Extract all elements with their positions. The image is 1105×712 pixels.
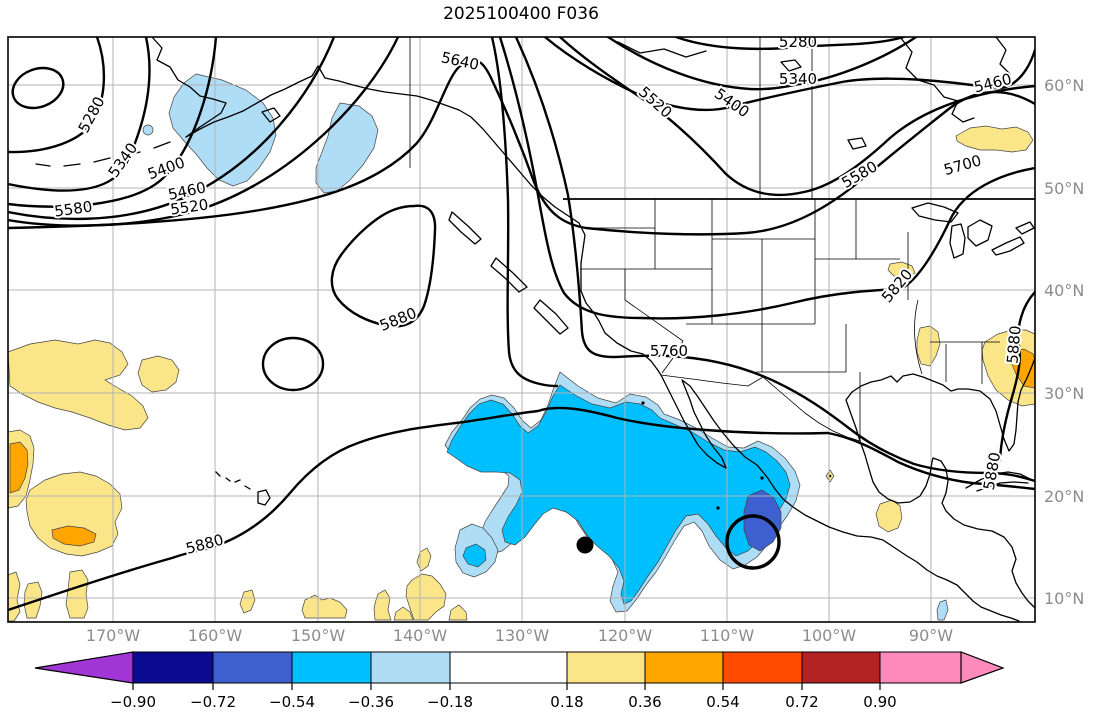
contour-label: 5700 <box>942 151 984 179</box>
positive-patch-southeast-core <box>1010 348 1035 389</box>
negative-anomaly-mid <box>446 384 791 605</box>
map-specks <box>641 401 764 510</box>
positive-patch-sw-core <box>51 525 97 547</box>
positive-patch-hudson <box>955 125 1034 153</box>
colorbar-segment <box>449 651 568 684</box>
colorbar-tick-label: −0.54 <box>269 693 315 711</box>
contour-label: 5880 <box>377 304 419 335</box>
colorbar-left-arrow <box>34 651 134 684</box>
colorbar-tick-label: 0.18 <box>550 693 583 711</box>
lon-tick-label: 110°W <box>700 626 755 645</box>
colorbar-right-arrow <box>960 651 1005 684</box>
lon-tick-label: 150°W <box>291 626 346 645</box>
lat-tick-label: 20°N <box>1044 487 1084 506</box>
colorbar-ticks <box>132 683 881 690</box>
lon-tick-label: 170°W <box>86 626 141 645</box>
lon-tick-label: 90°W <box>909 626 953 645</box>
alaska-negative-patch-2 <box>315 102 379 194</box>
positive-patch-south-mexico <box>875 499 903 533</box>
contour-label: 5760 <box>650 342 688 360</box>
lat-tick-label: 60°N <box>1044 76 1084 95</box>
lon-tick-label: 130°W <box>495 626 550 645</box>
lat-tick-label: 10°N <box>1044 589 1084 608</box>
map-area: 5280 5340 5400 5460 5520 5580 5640 5520 … <box>8 33 1035 622</box>
lat-tick-label: 30°N <box>1044 384 1084 403</box>
colorbar-segment <box>132 651 214 684</box>
contour-label: 5580 <box>53 197 93 220</box>
contour-label: 5880 <box>1003 325 1024 365</box>
positive-patch-missouri <box>916 325 941 367</box>
colorbar-tick-labels: −0.90 −0.72 −0.54 −0.36 −0.18 0.18 0.36 … <box>110 693 897 711</box>
longitude-axis: 170°W 160°W 150°W 140°W 130°W 120°W 110°… <box>86 626 953 645</box>
colorbar-segment <box>370 651 451 684</box>
positive-bits-bottom-center <box>301 547 468 621</box>
contour-label: 5340 <box>105 139 142 181</box>
contour-label: 5520 <box>169 195 209 218</box>
positive-bits-bottom-left <box>8 569 256 622</box>
open-circle-marker <box>725 514 781 570</box>
contour-label: 5400 <box>145 153 187 183</box>
colorbar-tick-label: −0.72 <box>190 693 236 711</box>
negative-sliver-south <box>936 599 949 621</box>
negative-anomaly-core <box>743 489 782 552</box>
colorbar-tick-label: 0.72 <box>785 693 818 711</box>
great-lakes <box>780 59 1035 259</box>
contour-label: 5640 <box>439 48 480 74</box>
colorbar-segment <box>212 651 293 684</box>
lat-tick-label: 50°N <box>1044 179 1084 198</box>
contour-label: 5340 <box>779 70 817 88</box>
colorbar-tick-label: 0.36 <box>628 693 661 711</box>
latitude-axis: 60°N 50°N 40°N 30°N 20°N 10°N <box>1044 76 1084 608</box>
islands-and-misc-coast <box>35 37 1031 506</box>
colorbar-segment <box>722 651 803 684</box>
colorbar-tick-label: −0.36 <box>348 693 394 711</box>
pacific-coastline <box>151 37 1020 622</box>
lon-tick-label: 160°W <box>188 626 243 645</box>
filled-dot-marker <box>576 536 594 554</box>
contour-label: 5280 <box>75 94 109 136</box>
lon-tick-label: 140°W <box>393 626 448 645</box>
positive-patch-west-big <box>8 339 149 431</box>
negative-anomaly-appendage-core <box>462 543 487 568</box>
state-province-borders <box>409 37 1000 442</box>
alaska-negative-patch <box>168 73 277 187</box>
contour-closed-high <box>330 204 437 328</box>
coastlines <box>35 37 1035 622</box>
figure-title: 2025100400 F036 <box>443 4 599 24</box>
colorbar-segment <box>879 651 962 684</box>
colorbar-segment <box>644 651 724 684</box>
lon-tick-label: 100°W <box>802 626 857 645</box>
colorbar-segment <box>801 651 881 684</box>
colorbar: −0.90 −0.72 −0.54 −0.36 −0.18 0.18 0.36 … <box>34 651 1005 711</box>
negative-speck <box>142 124 154 136</box>
positive-band-left-core <box>9 441 29 494</box>
positive-patch-southeast <box>981 329 1035 407</box>
colorbar-tick-label: −0.90 <box>110 693 156 711</box>
colorbar-tick-label: −0.18 <box>427 693 473 711</box>
lon-tick-label: 120°W <box>598 626 653 645</box>
colorbar-segment <box>566 651 646 684</box>
map-frame <box>7 36 1036 623</box>
positive-patch-sw-blob <box>25 471 123 557</box>
positive-patch-mid <box>137 355 180 393</box>
lat-tick-label: 40°N <box>1044 281 1084 300</box>
gulf-atlantic-coastline <box>845 357 1035 608</box>
contour-label: 5280 <box>779 33 817 51</box>
colorbar-tick-label: 0.54 <box>706 693 739 711</box>
colorbar-segment <box>291 651 372 684</box>
contour-closed-low <box>11 66 65 110</box>
contour-label: 5400 <box>711 85 753 122</box>
contour-label: 5880 <box>184 531 226 558</box>
contour-label: 5520 <box>635 83 675 122</box>
colorbar-tick-label: 0.90 <box>863 693 896 711</box>
height-contours <box>8 37 1035 612</box>
graticule <box>8 37 1035 622</box>
contour-closed-high-small <box>261 336 325 392</box>
